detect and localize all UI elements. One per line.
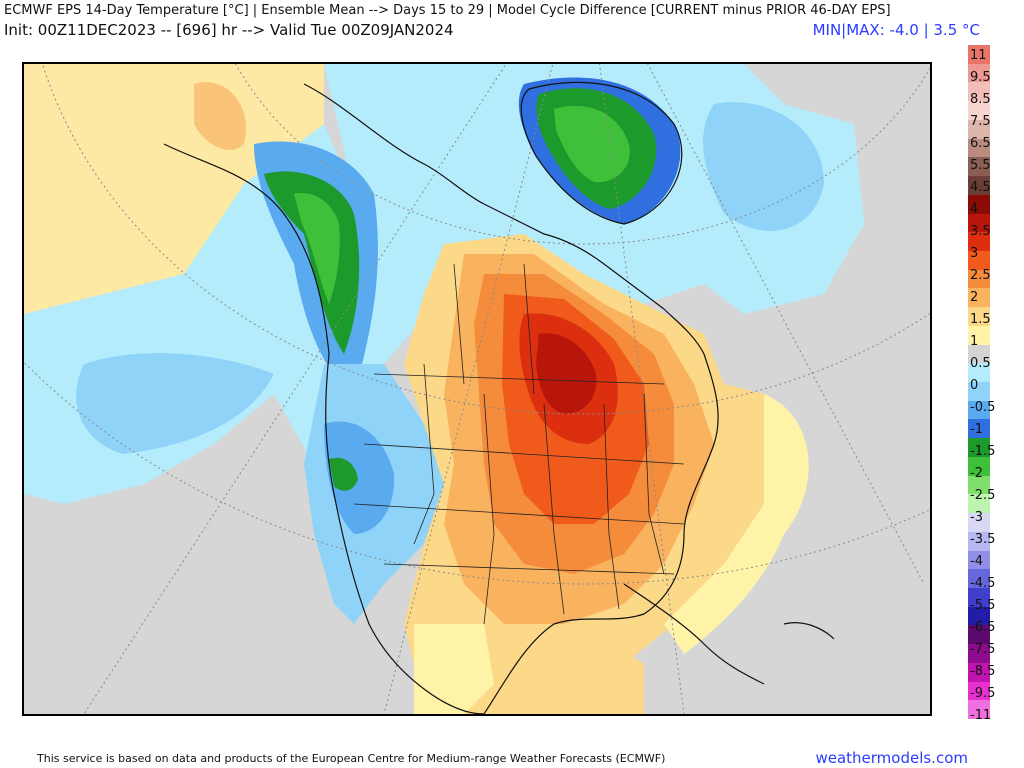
legend-label: -4 <box>970 554 983 569</box>
legend-swatch <box>968 269 990 289</box>
legend-swatch <box>968 382 990 402</box>
legend-swatch <box>968 363 990 383</box>
legend-swatch <box>968 194 990 214</box>
legend-swatch <box>968 325 990 346</box>
legend-swatch <box>968 213 990 233</box>
legend-swatch <box>968 456 990 477</box>
legend-label: 1.5 <box>970 312 991 327</box>
legend-swatch <box>968 250 990 271</box>
pacific-warm-region <box>24 64 324 314</box>
mexico-neutral-warm <box>414 624 494 714</box>
legend-label: -9.5 <box>970 686 996 701</box>
legend-label: 7.5 <box>970 114 991 129</box>
north-atlantic-cool <box>703 102 824 231</box>
legend-swatch <box>968 176 990 196</box>
political-borders <box>353 263 685 625</box>
coastlines <box>163 81 835 714</box>
legend-swatch <box>968 681 990 701</box>
legend-label: 2.5 <box>970 268 991 283</box>
upper-midwest-warmest <box>536 333 597 414</box>
legend-label: 6.5 <box>970 136 991 151</box>
legend-swatch <box>968 157 990 177</box>
nevada-cold-spot <box>329 457 358 491</box>
legend-swatch <box>968 625 990 645</box>
legend-label: 4 <box>970 202 979 217</box>
legend-label: 9.5 <box>970 70 991 85</box>
legend-swatch <box>968 419 990 439</box>
map-title: ECMWF EPS 14-Day Temperature [°C] | Ense… <box>4 3 891 18</box>
legend-swatch <box>968 119 990 140</box>
legend-swatch <box>968 606 990 626</box>
legend-label: 0.5 <box>970 356 991 371</box>
legend-swatch <box>968 63 990 83</box>
legend-swatch <box>968 82 990 102</box>
map-canvas <box>24 64 930 714</box>
legend-swatch <box>968 307 990 327</box>
greenland-cold-inner <box>554 105 630 183</box>
legend-label: -6.5 <box>970 620 996 635</box>
min-max-readout: MIN|MAX: -4.0 | 3.5 °C <box>812 21 980 39</box>
legend-label: 8.5 <box>970 92 991 107</box>
legend-label: 1 <box>970 334 979 349</box>
legend-swatch <box>968 569 990 589</box>
legend-swatch <box>968 587 990 608</box>
legend-label: 4.5 <box>970 180 991 195</box>
great-basin-cool <box>324 421 395 534</box>
legend-swatch <box>968 475 990 495</box>
legend-swatch <box>968 400 990 420</box>
legend-label: -8.5 <box>970 664 996 679</box>
legend-label: -5.5 <box>970 598 996 613</box>
legend-label: -4.5 <box>970 576 996 591</box>
legend-swatch <box>968 531 990 551</box>
legend-swatch <box>968 513 990 533</box>
legend-label: 0 <box>970 378 979 393</box>
legend-swatch <box>968 232 990 252</box>
legend-swatch <box>968 644 990 664</box>
gulf-warm <box>474 624 644 714</box>
data-credit: This service is based on data and produc… <box>37 752 666 765</box>
legend-swatch <box>968 344 990 364</box>
legend-swatch <box>968 550 990 570</box>
legend-label: -3 <box>970 510 983 525</box>
atlantic-pale-warm <box>664 394 809 654</box>
legend-label: -1.5 <box>970 444 996 459</box>
legend-label: -0.5 <box>970 400 996 415</box>
legend-swatch <box>968 138 990 158</box>
legend-swatch <box>968 45 990 65</box>
legend-swatch <box>968 700 990 720</box>
legend-swatch <box>968 662 990 683</box>
legend-label: 11 <box>970 48 987 63</box>
legend-label: -1 <box>970 422 983 437</box>
legend-label: -7.5 <box>970 642 996 657</box>
legend-label: 2 <box>970 290 979 305</box>
legend-swatch <box>968 101 990 121</box>
legend-swatch <box>968 494 990 514</box>
legend-swatch <box>968 438 990 458</box>
bc-cold-inner <box>294 193 340 304</box>
legend-label: 3.5 <box>970 224 991 239</box>
legend-label: -11 <box>970 708 992 723</box>
legend-label: 3 <box>970 246 979 261</box>
graticule <box>24 64 930 714</box>
legend-label: 5.5 <box>970 158 991 173</box>
legend-swatch <box>968 288 990 308</box>
legend-label: -2.5 <box>970 488 996 503</box>
legend-label: -2 <box>970 466 983 481</box>
site-link[interactable]: weathermodels.com <box>815 749 968 767</box>
temperature-anomaly-map <box>22 62 932 716</box>
pacific-cool-core <box>76 353 274 454</box>
legend-label: -3.5 <box>970 532 996 547</box>
pacific-warm-core <box>194 82 246 151</box>
init-valid-line: Init: 00Z11DEC2023 -- [696] hr --> Valid… <box>4 21 454 39</box>
